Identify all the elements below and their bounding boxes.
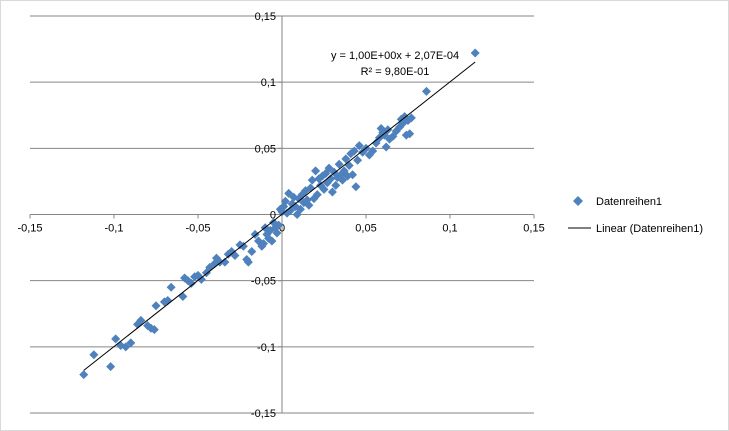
data-point — [285, 206, 295, 216]
y-tick-label-5: -0,1 — [257, 342, 276, 354]
data-point — [327, 187, 337, 197]
data-point — [307, 175, 317, 185]
trendline — [83, 61, 476, 371]
legend-label-datenreihen1: Datenreihen1 — [596, 196, 662, 208]
x-tick-label-2: -0,05 — [185, 223, 210, 235]
data-point — [238, 241, 248, 251]
legend-marker-datenreihen1 — [573, 196, 583, 206]
data-point — [89, 350, 99, 360]
data-point — [126, 338, 136, 348]
data-point — [326, 174, 336, 184]
data-point — [353, 155, 363, 165]
x-tick-label-4: 0,05 — [355, 223, 376, 235]
data-point — [284, 188, 294, 198]
y-tick-label-3: 0 — [270, 210, 276, 222]
data-point — [319, 184, 329, 194]
data-point — [220, 257, 230, 267]
data-point — [405, 129, 415, 139]
data-point — [243, 257, 253, 267]
data-point — [247, 247, 257, 257]
data-point — [470, 48, 480, 58]
data-point — [136, 315, 146, 325]
data-point — [351, 182, 361, 192]
legend-label-trendline: Linear (Datenreihen1) — [596, 223, 703, 235]
data-point — [341, 154, 351, 164]
x-tick-label-3: 0 — [279, 223, 285, 235]
x-tick-label-5: 0,1 — [442, 223, 457, 235]
data-point — [349, 146, 359, 156]
data-point — [304, 200, 314, 210]
data-point — [312, 190, 322, 200]
y-tick-label-0: 0,15 — [255, 11, 276, 23]
y-tick-label-6: -0,15 — [251, 408, 276, 420]
data-point — [331, 180, 341, 190]
data-point — [421, 86, 431, 96]
x-tick-label-1: -0,1 — [105, 223, 124, 235]
y-tick-label-4: -0,05 — [251, 276, 276, 288]
data-point — [166, 282, 176, 292]
data-point — [354, 141, 364, 151]
data-point — [274, 220, 284, 230]
data-point — [324, 163, 334, 173]
data-point — [227, 247, 237, 257]
x-tick-labels: -0,15 -0,1 -0,05 0 0,05 0,1 0,15 — [17, 223, 544, 235]
data-point — [337, 175, 347, 185]
data-point — [106, 362, 116, 372]
data-point — [272, 228, 282, 238]
data-point — [334, 159, 344, 169]
y-tick-label-2: 0,05 — [255, 143, 276, 155]
data-point — [381, 142, 391, 152]
legend: Datenreihen1 Linear (Datenreihen1) — [568, 196, 703, 235]
trendline-r-squared: R² = 9,80E-01 — [361, 66, 430, 78]
data-point — [121, 342, 131, 352]
y-tick-label-1: 0,1 — [261, 77, 276, 89]
x-tick-label-6: 0,15 — [523, 223, 544, 235]
data-points — [79, 48, 480, 380]
data-point — [348, 170, 358, 180]
data-point — [295, 204, 305, 214]
data-point — [196, 274, 206, 284]
data-point — [149, 325, 159, 335]
data-point — [406, 113, 416, 123]
data-point — [280, 196, 290, 206]
data-point — [151, 301, 161, 311]
data-point — [267, 236, 277, 246]
x-tick-label-0: -0,15 — [17, 223, 42, 235]
data-point — [79, 370, 89, 380]
data-point — [368, 146, 378, 156]
data-point — [259, 239, 269, 249]
data-point — [186, 278, 196, 288]
trendline-equation: y = 1,00E+00x + 2,07E-04 — [331, 50, 459, 62]
y-tick-labels: 0,15 0,1 0,05 0 -0,05 -0,1 -0,15 — [251, 11, 276, 420]
data-point — [111, 334, 121, 344]
data-point — [311, 166, 321, 176]
